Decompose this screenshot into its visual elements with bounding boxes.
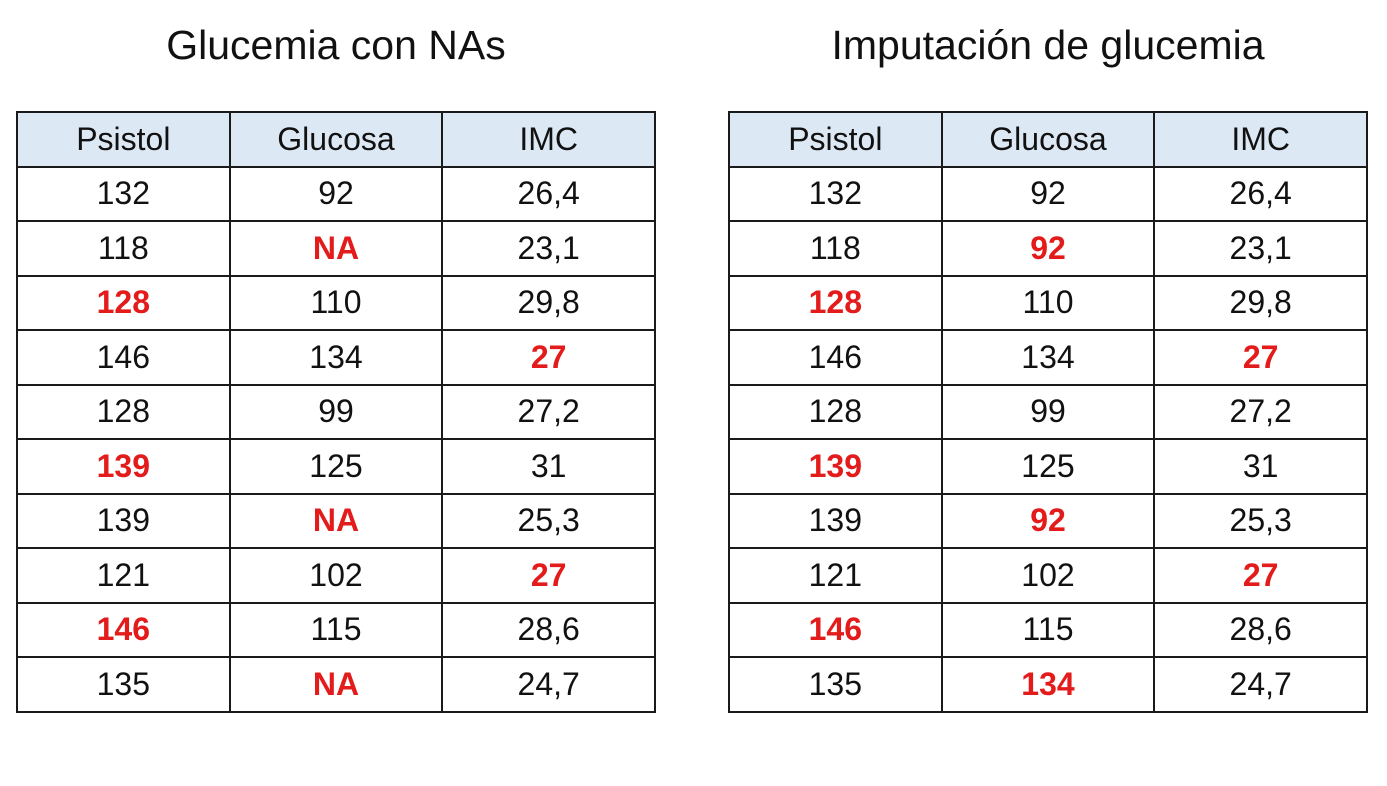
table-row: 146 115 28,6: [16, 601, 656, 658]
table-row: 128 99 27,2: [16, 383, 656, 440]
cell-glucosa: 102: [940, 547, 1156, 604]
cell-glucosa: NA: [228, 220, 444, 277]
cell-psistol: 146: [728, 601, 943, 658]
table-row: 118 NA 23,1: [16, 220, 656, 277]
cell-psistol: 121: [16, 547, 231, 604]
right-data-table: Psistol Glucosa IMC 132 92 26,4 118 92 23,1 12…: [728, 111, 1368, 713]
cell-psistol: 132: [16, 165, 231, 222]
left-data-table: Psistol Glucosa IMC 132 92 26,4 118 NA 23,1 12…: [16, 111, 656, 713]
cell-imc: 28,6: [441, 601, 656, 658]
cell-psistol: 135: [728, 656, 943, 713]
cell-imc: 29,8: [441, 274, 656, 331]
cell-glucosa: NA: [228, 656, 444, 713]
table-row: 139 125 31: [16, 438, 656, 495]
cell-imc: 25,3: [1153, 492, 1368, 549]
cell-imc: 24,7: [441, 656, 656, 713]
cell-psistol: 128: [16, 274, 231, 331]
left-table-body: 132 92 26,4 118 NA 23,1 128 110 29,8 146 134 27 128 9…: [16, 165, 656, 713]
cell-imc: 27: [1153, 329, 1368, 386]
table-row: 128 110 29,8: [16, 274, 656, 331]
right-table-body: 132 92 26,4 118 92 23,1 128 110 29,8 146 134 27 128 9…: [728, 165, 1368, 713]
cell-psistol: 139: [16, 438, 231, 495]
column-header-imc: IMC: [1153, 111, 1368, 168]
table-row: 118 92 23,1: [728, 220, 1368, 277]
cell-glucosa: 99: [940, 383, 1156, 440]
table-header-row: Psistol Glucosa IMC: [728, 111, 1368, 168]
table-row: 139 92 25,3: [728, 492, 1368, 549]
table-row: 139 125 31: [728, 438, 1368, 495]
cell-imc: 28,6: [1153, 601, 1368, 658]
cell-glucosa: 102: [228, 547, 444, 604]
cell-psistol: 132: [728, 165, 943, 222]
column-header-glucosa: Glucosa: [940, 111, 1156, 168]
cell-glucosa: 134: [228, 329, 444, 386]
column-header-glucosa: Glucosa: [228, 111, 444, 168]
table-row: 132 92 26,4: [16, 165, 656, 222]
cell-glucosa: 92: [940, 220, 1156, 277]
cell-psistol: 121: [728, 547, 943, 604]
cell-imc: 25,3: [441, 492, 656, 549]
table-row: 121 102 27: [16, 547, 656, 604]
cell-imc: 27,2: [441, 383, 656, 440]
cell-glucosa: 125: [228, 438, 444, 495]
table-row: 146 134 27: [16, 329, 656, 386]
cell-glucosa: 92: [228, 165, 444, 222]
cell-glucosa: 92: [940, 165, 1156, 222]
right-table-title: Imputación de glucemia: [831, 22, 1265, 68]
table-row: 132 92 26,4: [728, 165, 1368, 222]
cell-psistol: 128: [728, 274, 943, 331]
cell-psistol: 139: [16, 492, 231, 549]
cell-psistol: 135: [16, 656, 231, 713]
column-header-psistol: Psistol: [728, 111, 943, 168]
table-header-row: Psistol Glucosa IMC: [16, 111, 656, 168]
cell-imc: 23,1: [1153, 220, 1368, 277]
table-row: 128 110 29,8: [728, 274, 1368, 331]
cell-imc: 27: [441, 329, 656, 386]
cell-glucosa: 115: [940, 601, 1156, 658]
cell-imc: 31: [441, 438, 656, 495]
table-row: 121 102 27: [728, 547, 1368, 604]
table-row: 135 NA 24,7: [16, 656, 656, 713]
cell-glucosa: 134: [940, 656, 1156, 713]
table-row: 128 99 27,2: [728, 383, 1368, 440]
cell-psistol: 146: [16, 601, 231, 658]
cell-imc: 27: [441, 547, 656, 604]
cell-glucosa: 92: [940, 492, 1156, 549]
cell-imc: 29,8: [1153, 274, 1368, 331]
cell-psistol: 139: [728, 438, 943, 495]
cell-imc: 27,2: [1153, 383, 1368, 440]
table-row: 146 115 28,6: [728, 601, 1368, 658]
cell-glucosa: 110: [940, 274, 1156, 331]
cell-imc: 23,1: [441, 220, 656, 277]
cell-glucosa: 115: [228, 601, 444, 658]
cell-glucosa: 134: [940, 329, 1156, 386]
cell-imc: 24,7: [1153, 656, 1368, 713]
left-table-title: Glucemia con NAs: [166, 22, 506, 68]
cell-psistol: 128: [728, 383, 943, 440]
cell-glucosa: 110: [228, 274, 444, 331]
table-row: 146 134 27: [728, 329, 1368, 386]
cell-psistol: 118: [728, 220, 943, 277]
cell-psistol: 128: [16, 383, 231, 440]
cell-imc: 27: [1153, 547, 1368, 604]
cell-glucosa: 99: [228, 383, 444, 440]
table-row: 139 NA 25,3: [16, 492, 656, 549]
column-header-psistol: Psistol: [16, 111, 231, 168]
cell-psistol: 139: [728, 492, 943, 549]
column-header-imc: IMC: [441, 111, 656, 168]
cell-psistol: 146: [728, 329, 943, 386]
cell-glucosa: 125: [940, 438, 1156, 495]
cell-glucosa: NA: [228, 492, 444, 549]
cell-imc: 26,4: [1153, 165, 1368, 222]
table-row: 135 134 24,7: [728, 656, 1368, 713]
cell-imc: 31: [1153, 438, 1368, 495]
cell-imc: 26,4: [441, 165, 656, 222]
cell-psistol: 118: [16, 220, 231, 277]
cell-psistol: 146: [16, 329, 231, 386]
